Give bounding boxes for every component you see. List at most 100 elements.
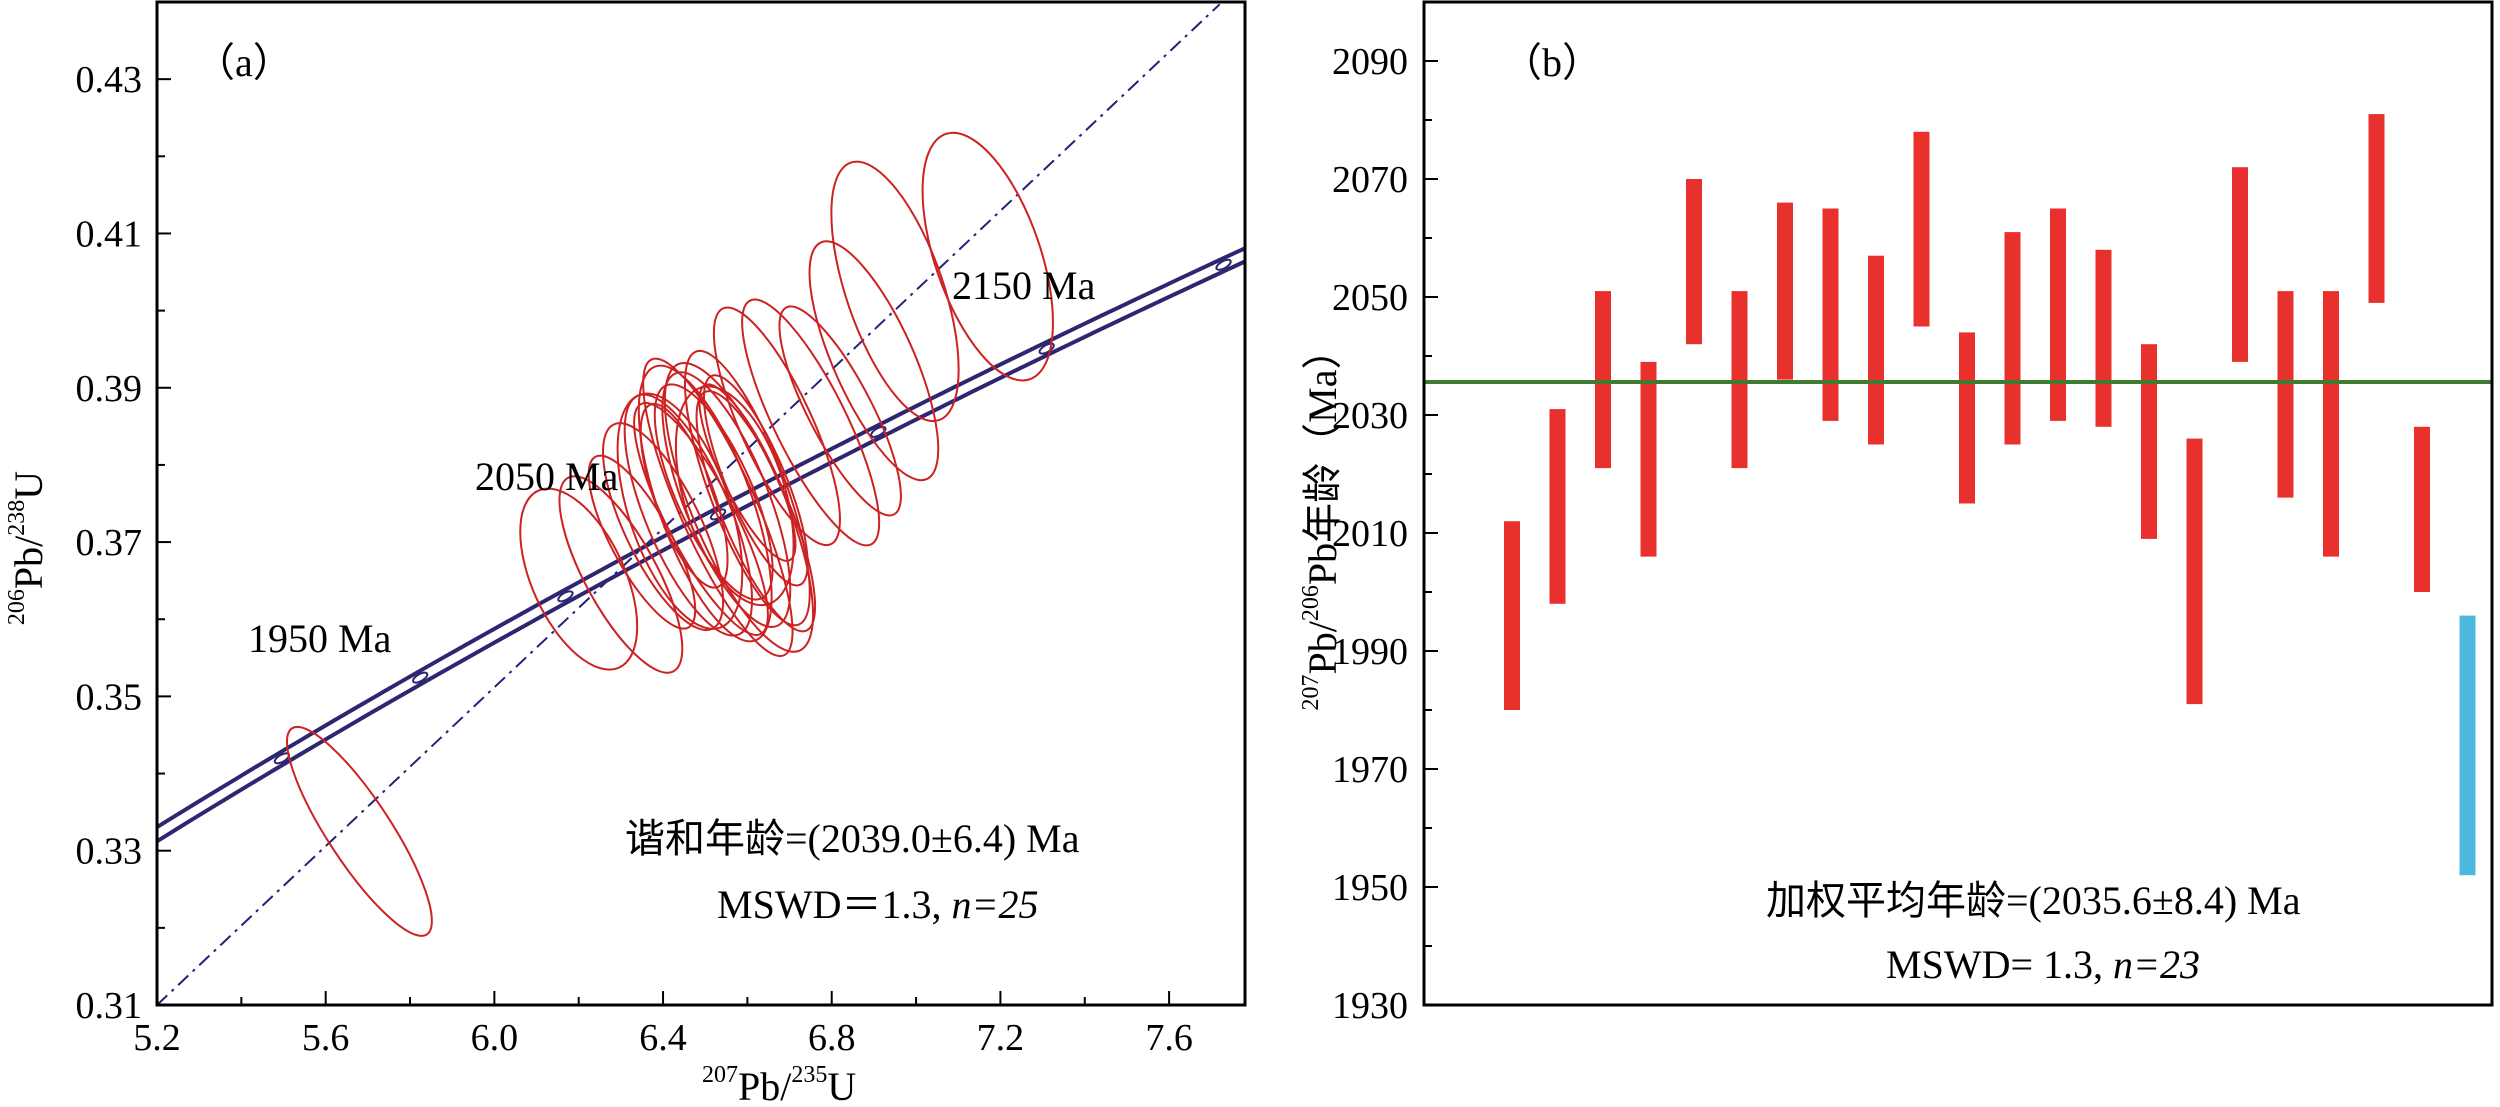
y-label-u: U <box>6 471 51 500</box>
age-bar-8 <box>1822 208 1839 421</box>
age-label-2150: 2150 Ma <box>952 263 1096 308</box>
age-bar-3 <box>1595 291 1611 469</box>
age-bar-21 <box>2414 426 2430 592</box>
b-y-tick-label: 2030 <box>1332 395 1408 437</box>
weighted-mean-n-value: n=23 <box>2113 942 2200 987</box>
b-y-label-pb: Pb/ <box>1300 620 1345 674</box>
y-tick-label: 0.43 <box>76 59 143 101</box>
weighted-mean-y-axis-label: 207Pb/206Pb年龄（Ma） <box>1298 330 1345 711</box>
panel-label-a: （a） <box>195 40 293 85</box>
b-y-tick-label: 1990 <box>1332 631 1408 673</box>
concordia-age-tick-1950 <box>412 671 429 684</box>
age-bar-19 <box>2323 291 2339 557</box>
age-bar-14 <box>2095 249 2112 427</box>
age-label-1950: 1950 Ma <box>248 616 392 661</box>
age-bar-13 <box>2050 208 2066 421</box>
b-y-label-pb-age: Pb年龄（Ma） <box>1300 330 1345 586</box>
age-bar-10 <box>1913 131 1930 327</box>
x-label-u: U <box>827 1064 856 1107</box>
error-ellipse-18 <box>741 298 881 547</box>
age-label-2050: 2050 Ma <box>475 454 619 499</box>
age-bar-11 <box>1959 332 1975 504</box>
weighted-mean-axis-ticks: 1930 1950 1970 1990 2010 2030 2050 2070 2090 <box>1332 41 1438 1027</box>
error-ellipse-7 <box>642 357 794 658</box>
concordia-panel: 5.2 5.6 6.0 6.4 6.8 7.2 7.6 0.31 0.33 0.35 0.37 0.3… <box>4 0 1247 1107</box>
y-tick-label: 0.39 <box>76 368 143 410</box>
error-ellipse-15 <box>587 454 697 630</box>
age-bar-18 <box>2277 291 2294 498</box>
concordia-x-axis-label: 207Pb/235U <box>702 1062 856 1107</box>
age-bar-1 <box>1504 521 1520 710</box>
x-tick-label: 7.2 <box>977 1017 1025 1059</box>
concordia-y-axis-label: 206Pb/238U <box>4 471 51 625</box>
age-bar-2 <box>1549 409 1566 604</box>
concordia-mswd-value: MSWD＝1.3, <box>717 882 951 927</box>
x-tick-label: 6.8 <box>808 1017 856 1059</box>
concordia-frame <box>155 0 1247 1007</box>
concordia-n-value: n=25 <box>951 882 1038 927</box>
concordia-curve-upper <box>157 259 1245 844</box>
error-ellipse-22 <box>921 131 1054 382</box>
error-ellipse-24 <box>639 402 729 589</box>
concordia-mswd: MSWD＝1.3, n=25 <box>717 882 1038 927</box>
y-tick-label: 0.35 <box>76 676 143 718</box>
y-tick-label: 0.31 <box>76 985 143 1027</box>
b-y-label-mass-206: 206 <box>1298 585 1324 621</box>
x-tick-label: 5.2 <box>133 1017 181 1059</box>
x-tick-label: 6.4 <box>639 1017 687 1059</box>
b-y-tick-label: 1970 <box>1332 749 1408 791</box>
error-ellipse-2 <box>519 487 639 671</box>
error-ellipse-3 <box>558 475 684 674</box>
age-bar-17 <box>2232 167 2248 362</box>
age-bar-5 <box>1686 179 1702 345</box>
b-y-tick-label: 2090 <box>1332 41 1408 83</box>
panel-label-b: （b） <box>1502 40 1602 85</box>
concordia-age-tick-2200 <box>1215 258 1232 271</box>
b-y-label-mass-207: 207 <box>1298 674 1324 710</box>
x-tick-label: 7.6 <box>1145 1017 1193 1059</box>
error-ellipse-21 <box>830 160 960 423</box>
y-label-mass-206: 206 <box>4 589 30 625</box>
x-label-mass-235: 235 <box>791 1062 827 1088</box>
age-bar-12 <box>2004 232 2021 445</box>
concordia-axis-ticks: 5.2 5.6 6.0 6.4 6.8 7.2 7.6 0.31 0.33 0.35 0.37 0.3… <box>76 59 1193 1059</box>
weighted-mean-plot-area <box>1424 114 2492 876</box>
concordia-age-tick-2150 <box>1038 342 1055 355</box>
error-ellipse-25 <box>695 390 817 633</box>
weighted-mean-panel: 1930 1950 1970 1990 2010 2030 2050 2070 2090 （b）… <box>1298 0 2494 1027</box>
b-y-tick-label: 1950 <box>1332 867 1408 909</box>
weighted-mean-frame <box>1422 0 2494 1007</box>
y-tick-label: 0.33 <box>76 831 143 873</box>
concordia-age-tick-2000 <box>557 590 574 603</box>
age-bar-16 <box>2186 438 2203 705</box>
age-bar-9 <box>1868 255 1884 445</box>
weighted-mean-mswd-value: MSWD= 1.3, <box>1886 942 2113 987</box>
age-bar-4 <box>1640 361 1657 557</box>
error-ellipse-13 <box>616 392 744 630</box>
weighted-mean-age-result: 加权平均年龄=(2035.6±8.4) Ma <box>1766 878 2301 923</box>
y-label-mass-238: 238 <box>4 500 30 536</box>
error-ellipse-19 <box>778 305 902 517</box>
x-tick-label: 6.0 <box>471 1017 519 1059</box>
x-tick-label: 5.6 <box>302 1017 350 1059</box>
weighted-mean-mswd: MSWD= 1.3, n=23 <box>1886 942 2200 987</box>
concordia-curve-lower <box>157 246 1245 830</box>
b-y-tick-label: 2010 <box>1332 513 1408 555</box>
concordia-age-tick-2100 <box>870 425 887 438</box>
y-label-pb: Pb/ <box>6 535 51 589</box>
age-bar-20 <box>2368 114 2385 303</box>
concordia-plot-area <box>157 3 1245 1005</box>
age-bar-6 <box>1731 291 1748 469</box>
age-bar-15 <box>2141 344 2157 539</box>
error-ellipse-17 <box>712 306 841 547</box>
b-y-tick-label: 2070 <box>1332 159 1408 201</box>
x-label-pb: Pb/ <box>738 1064 792 1107</box>
y-tick-label: 0.41 <box>76 213 143 255</box>
b-y-tick-label: 1930 <box>1332 985 1408 1027</box>
error-ellipse-16 <box>653 383 774 601</box>
b-y-tick-label: 2050 <box>1332 277 1408 319</box>
x-label-mass-207: 207 <box>702 1062 738 1088</box>
concordia-age-result: 谐和年龄=(2039.0±6.4) Ma <box>625 816 1080 861</box>
rejected-age-bar <box>2459 615 2476 876</box>
